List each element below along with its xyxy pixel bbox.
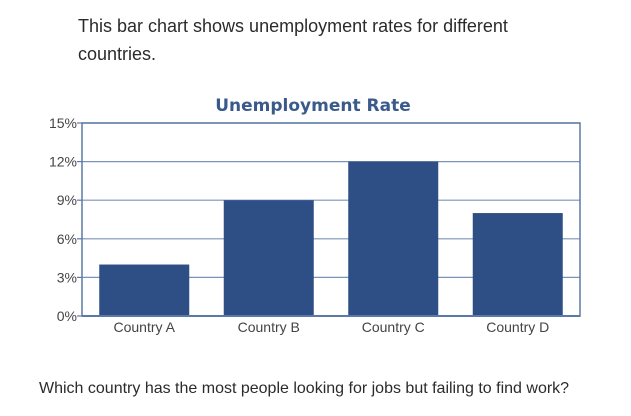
x-tick-label-country-d: Country D <box>486 319 549 335</box>
x-tick-label-country-a: Country A <box>114 319 176 335</box>
y-axis-ticks: 0% 3% 6% 9% 12% 15% <box>49 115 82 324</box>
y-tick-label-15: 15% <box>49 115 77 131</box>
x-tick-label-country-c: Country C <box>362 319 425 335</box>
intro-text: This bar chart shows unemployment rates … <box>78 16 508 64</box>
bar-country-b <box>223 200 314 316</box>
chart-title: Unemployment Rate <box>215 96 411 116</box>
y-tick-label-12: 12% <box>49 154 77 170</box>
bars <box>99 161 563 316</box>
x-axis-ticks: Country A Country B Country C Country D <box>114 319 550 335</box>
bar-country-c <box>348 161 439 316</box>
x-tick-label-country-b: Country B <box>238 319 300 335</box>
question-text: Which country has the most people lookin… <box>39 380 570 397</box>
bar-country-a <box>99 264 190 316</box>
y-tick-label-6: 6% <box>57 231 77 247</box>
y-tick-label-0: 0% <box>57 308 77 324</box>
bar-country-d <box>472 213 563 316</box>
axes <box>81 122 581 317</box>
y-tick-label-3: 3% <box>57 269 77 285</box>
y-tick-label-9: 9% <box>57 192 77 208</box>
